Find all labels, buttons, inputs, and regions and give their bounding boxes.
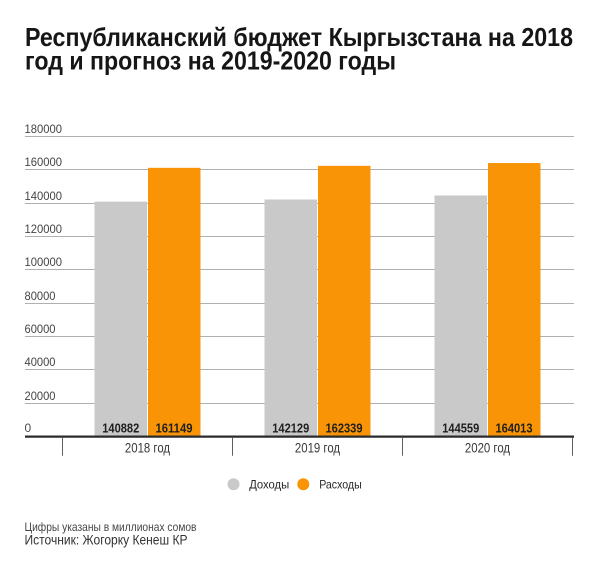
svg-text:161149: 161149 — [156, 421, 193, 436]
svg-text:20000: 20000 — [25, 389, 56, 403]
svg-text:140882: 140882 — [102, 421, 139, 436]
svg-text:142129: 142129 — [272, 421, 309, 436]
svg-text:Расходы: Расходы — [319, 478, 362, 492]
svg-text:164013: 164013 — [496, 421, 533, 436]
svg-text:160000: 160000 — [25, 155, 63, 169]
svg-text:Источник: Жогорку Кенеш КР: Источник: Жогорку Кенеш КР — [25, 532, 188, 547]
svg-text:2020 год: 2020 год — [465, 439, 510, 455]
svg-text:60000: 60000 — [25, 322, 56, 336]
svg-text:180000: 180000 — [25, 122, 63, 136]
svg-text:Доходы: Доходы — [249, 478, 289, 492]
svg-text:0: 0 — [25, 421, 32, 435]
svg-text:144559: 144559 — [442, 421, 479, 436]
svg-text:162339: 162339 — [326, 421, 363, 436]
svg-text:120000: 120000 — [25, 222, 63, 236]
svg-text:2018 год: 2018 год — [125, 439, 170, 455]
svg-text:Цифры указаны в миллионах сомо: Цифры указаны в миллионах сомов — [25, 520, 197, 534]
svg-text:40000: 40000 — [25, 355, 56, 369]
svg-text:140000: 140000 — [25, 189, 63, 203]
svg-text:2019 год: 2019 год — [295, 439, 340, 455]
svg-text:Республиканский бюджет Кыргызс: Республиканский бюджет Кыргызстана на 20… — [25, 22, 573, 52]
svg-text:год и прогноз на 2019-2020 год: год и прогноз на 2019-2020 годы — [25, 46, 396, 76]
svg-text:80000: 80000 — [25, 289, 56, 303]
svg-text:100000: 100000 — [25, 255, 63, 269]
